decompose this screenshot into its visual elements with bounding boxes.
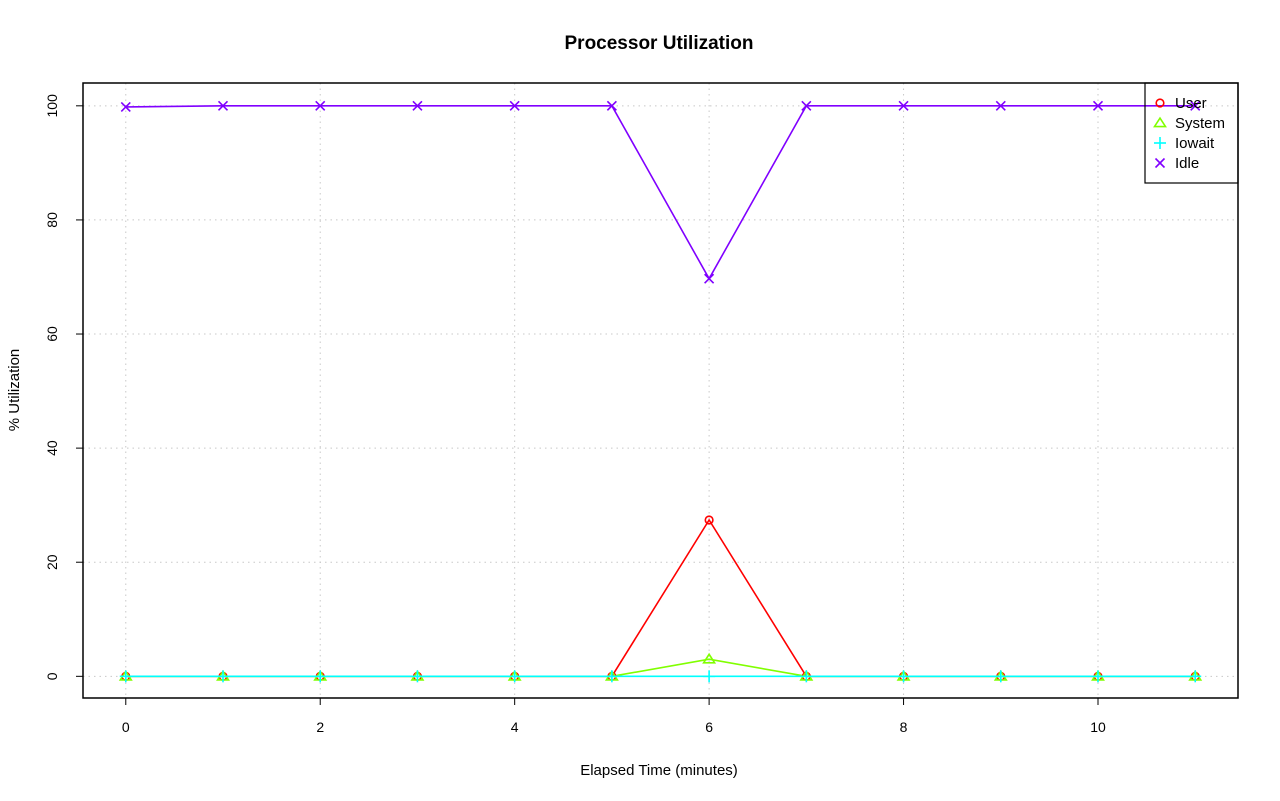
series-line-system bbox=[125, 658, 1196, 678]
data-point-idle bbox=[1190, 100, 1201, 111]
x-tick-label: 10 bbox=[1090, 719, 1106, 735]
chart-title: Processor Utilization bbox=[565, 33, 754, 54]
y-tick-label: 40 bbox=[44, 440, 60, 456]
data-point-idle bbox=[412, 100, 423, 111]
y-tick-label: 100 bbox=[44, 94, 60, 118]
data-point-idle bbox=[898, 100, 909, 111]
data-point-iowait bbox=[119, 670, 132, 683]
series-lines bbox=[125, 105, 1196, 678]
data-point-iowait bbox=[411, 670, 424, 683]
grid-lines bbox=[83, 83, 1238, 698]
series-points bbox=[118, 100, 1203, 683]
data-point-iowait bbox=[1189, 670, 1202, 683]
legend-label-idle: Idle bbox=[1175, 155, 1199, 172]
data-point-iowait bbox=[314, 670, 327, 683]
data-point-system bbox=[702, 652, 717, 664]
data-point-iowait bbox=[994, 670, 1007, 683]
legend-label-iowait: Iowait bbox=[1175, 135, 1215, 152]
data-point-idle bbox=[120, 101, 131, 113]
plot-frame bbox=[82, 82, 1239, 699]
x-tick-label: 6 bbox=[705, 719, 713, 735]
legend-symbol-user bbox=[1155, 98, 1165, 108]
y-axis-label: % Utilization bbox=[6, 349, 23, 432]
data-point-iowait bbox=[1092, 670, 1104, 683]
y-tick-label: 60 bbox=[44, 326, 60, 342]
data-point-iowait bbox=[508, 670, 521, 683]
data-point-idle bbox=[704, 273, 715, 284]
legend-symbol-iowait bbox=[1154, 137, 1166, 149]
x-tick-label: 0 bbox=[122, 719, 130, 735]
y-tick-label: 20 bbox=[44, 554, 60, 570]
legend-label-user: User bbox=[1175, 95, 1207, 112]
legend: User System Iowait Idle bbox=[1144, 82, 1239, 184]
x-tick-label: 2 bbox=[316, 719, 324, 735]
legend-label-system: System bbox=[1175, 115, 1225, 132]
legend-box bbox=[1144, 82, 1239, 184]
data-point-iowait bbox=[217, 670, 229, 683]
series-line-user bbox=[125, 518, 1196, 678]
data-point-iowait bbox=[703, 670, 716, 683]
data-point-idle bbox=[315, 100, 326, 111]
series-line-idle bbox=[125, 105, 1196, 281]
data-point-iowait bbox=[897, 670, 910, 683]
data-point-iowait bbox=[800, 670, 813, 683]
data-point-idle bbox=[995, 100, 1006, 111]
x-axis-label: Elapsed Time (minutes) bbox=[580, 762, 738, 779]
x-tick-label: 4 bbox=[511, 719, 519, 735]
y-tick-label: 80 bbox=[44, 212, 60, 228]
x-axis: 0 2 4 6 8 10 bbox=[122, 698, 1106, 735]
legend-symbol-system bbox=[1153, 116, 1167, 128]
data-point-idle bbox=[801, 100, 812, 111]
data-point-idle bbox=[217, 100, 229, 111]
y-tick-label: 0 bbox=[44, 672, 60, 680]
data-point-idle bbox=[1092, 100, 1104, 111]
data-point-idle bbox=[606, 100, 617, 111]
y-axis: 0 20 40 60 80 100 bbox=[44, 94, 83, 680]
data-point-user bbox=[704, 515, 714, 525]
data-point-idle bbox=[509, 100, 520, 111]
legend-symbol-idle bbox=[1154, 157, 1166, 169]
x-tick-label: 8 bbox=[900, 719, 908, 735]
data-point-iowait bbox=[605, 670, 618, 683]
